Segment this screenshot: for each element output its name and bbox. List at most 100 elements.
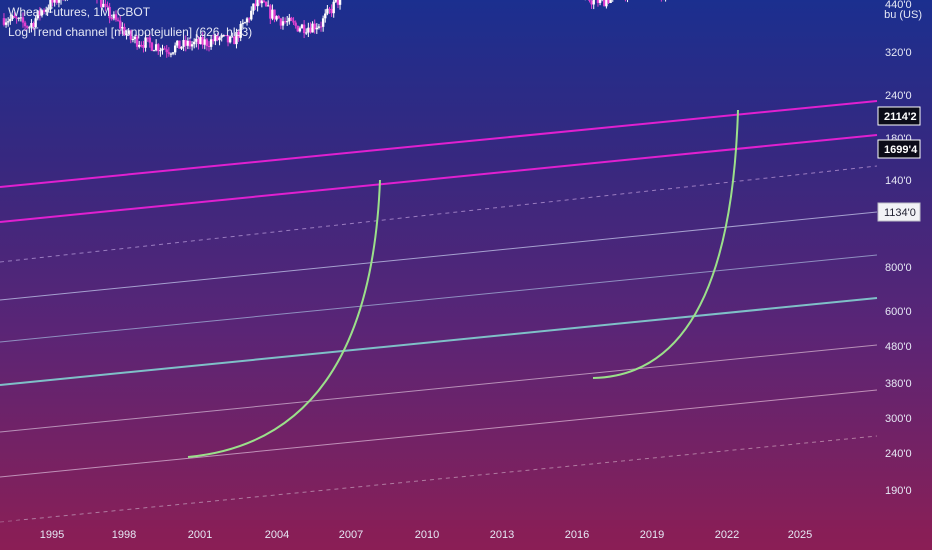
channel-upper-band (0, 100, 878, 188)
candle-body (222, 35, 225, 37)
candle-body (250, 10, 253, 20)
candle-body (605, 0, 608, 7)
candle-body (9, 18, 12, 22)
candle-body (214, 35, 217, 42)
candle-body (203, 39, 206, 45)
candle-body (237, 31, 240, 38)
candle-body (281, 21, 285, 26)
candle-body (21, 17, 25, 23)
price-tag-label: 1134'0 (884, 207, 916, 219)
candle-body (36, 10, 39, 19)
candle-body (57, 0, 61, 3)
arcs-layer (187, 109, 739, 458)
candle-body (49, 0, 52, 10)
candle-body (163, 48, 166, 50)
time-tick-label: 2004 (265, 529, 289, 541)
candle-body (165, 49, 168, 53)
price-tag: 2114'2 (877, 106, 921, 126)
candle-body (176, 40, 179, 46)
channel-lower-band (0, 134, 878, 223)
candle-body (182, 39, 185, 47)
price-unit-label: bu (US) (884, 9, 922, 21)
candle-body (195, 38, 198, 42)
candle-body (169, 53, 173, 55)
price-tag-box (877, 106, 921, 126)
candle-body (264, 1, 268, 7)
candle-body (26, 26, 29, 28)
candle-body (288, 17, 291, 22)
channel-line-3 (0, 344, 878, 433)
candle-body (193, 41, 196, 45)
candle-body (256, 0, 259, 7)
parabolic-arc-2008 (187, 179, 381, 458)
candle-body (19, 17, 23, 19)
time-axis-band (0, 520, 932, 550)
candle-body (142, 45, 145, 48)
candle-body (212, 39, 215, 42)
candle-body (6, 21, 10, 23)
candle-body (309, 27, 312, 33)
price-tick-label: 140'0 (885, 175, 912, 187)
time-tick-label: 2022 (715, 529, 739, 541)
candle-body (159, 50, 162, 52)
price-tag-label: 1699'4 (884, 144, 918, 156)
time-tick-label: 1995 (40, 529, 64, 541)
candle-body (300, 24, 304, 29)
candle-body (321, 18, 325, 27)
candle-body (154, 44, 158, 51)
candle-body (106, 5, 109, 7)
candle-body (138, 44, 141, 47)
candle-body (218, 37, 221, 41)
candle-body (146, 37, 149, 39)
candle-body (205, 39, 209, 46)
candle-body (34, 18, 37, 28)
candle-body (209, 39, 213, 47)
price-tag: 1134'0 (877, 202, 921, 222)
candle-body (262, 0, 266, 2)
candle-body (319, 26, 323, 28)
candle-body (11, 15, 14, 19)
candle-body (201, 37, 204, 45)
candle-body (184, 39, 187, 46)
price-tick-label: 320'0 (885, 47, 912, 59)
candle-body (332, 1, 335, 14)
candle-body (119, 20, 122, 29)
time-tick-label: 2016 (565, 529, 589, 541)
time-tick-label: 2001 (188, 529, 212, 541)
candle-body (53, 0, 56, 3)
candle-body (123, 26, 126, 36)
candle-body (590, 0, 593, 5)
candle-body (294, 22, 297, 26)
candle-body (588, 0, 591, 1)
candle-body (23, 22, 27, 27)
candle-body (180, 46, 183, 49)
price-tick-label: 240'0 (885, 90, 912, 102)
candle-body (157, 44, 160, 52)
channel-line-2 (0, 254, 878, 343)
candle-body (315, 27, 319, 30)
candle-body (133, 36, 137, 40)
candle-body (279, 18, 283, 26)
candle-body (207, 45, 211, 47)
candle-body (307, 27, 310, 33)
candle-body (338, 0, 342, 5)
candle-body (55, 0, 58, 3)
candle-body (148, 37, 152, 43)
candle-body (178, 40, 181, 49)
price-tag-box (877, 139, 921, 159)
candle-body (102, 3, 105, 8)
price-tag-label: 2114'2 (884, 111, 917, 123)
candle-body (4, 22, 8, 25)
candle-body (173, 45, 177, 53)
trend-center-line (0, 297, 878, 386)
time-tick-label: 2025 (788, 529, 812, 541)
candle-body (131, 39, 135, 41)
candle-body (334, 0, 338, 2)
candle-body (330, 8, 333, 14)
candle-body (296, 25, 299, 32)
candle-body (99, 0, 103, 8)
trend-lines-layer (0, 100, 878, 523)
price-tick-label: 800'0 (885, 262, 912, 274)
